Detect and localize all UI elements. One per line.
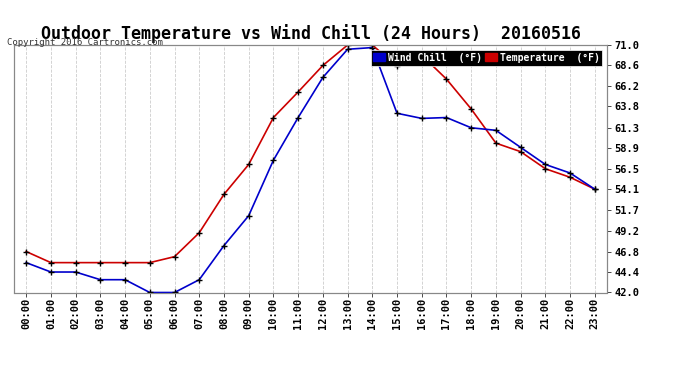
Title: Outdoor Temperature vs Wind Chill (24 Hours)  20160516: Outdoor Temperature vs Wind Chill (24 Ho… <box>41 24 580 44</box>
Text: Copyright 2016 Cartronics.com: Copyright 2016 Cartronics.com <box>7 38 163 47</box>
Legend: Wind Chill  (°F), Temperature  (°F): Wind Chill (°F), Temperature (°F) <box>371 50 602 66</box>
